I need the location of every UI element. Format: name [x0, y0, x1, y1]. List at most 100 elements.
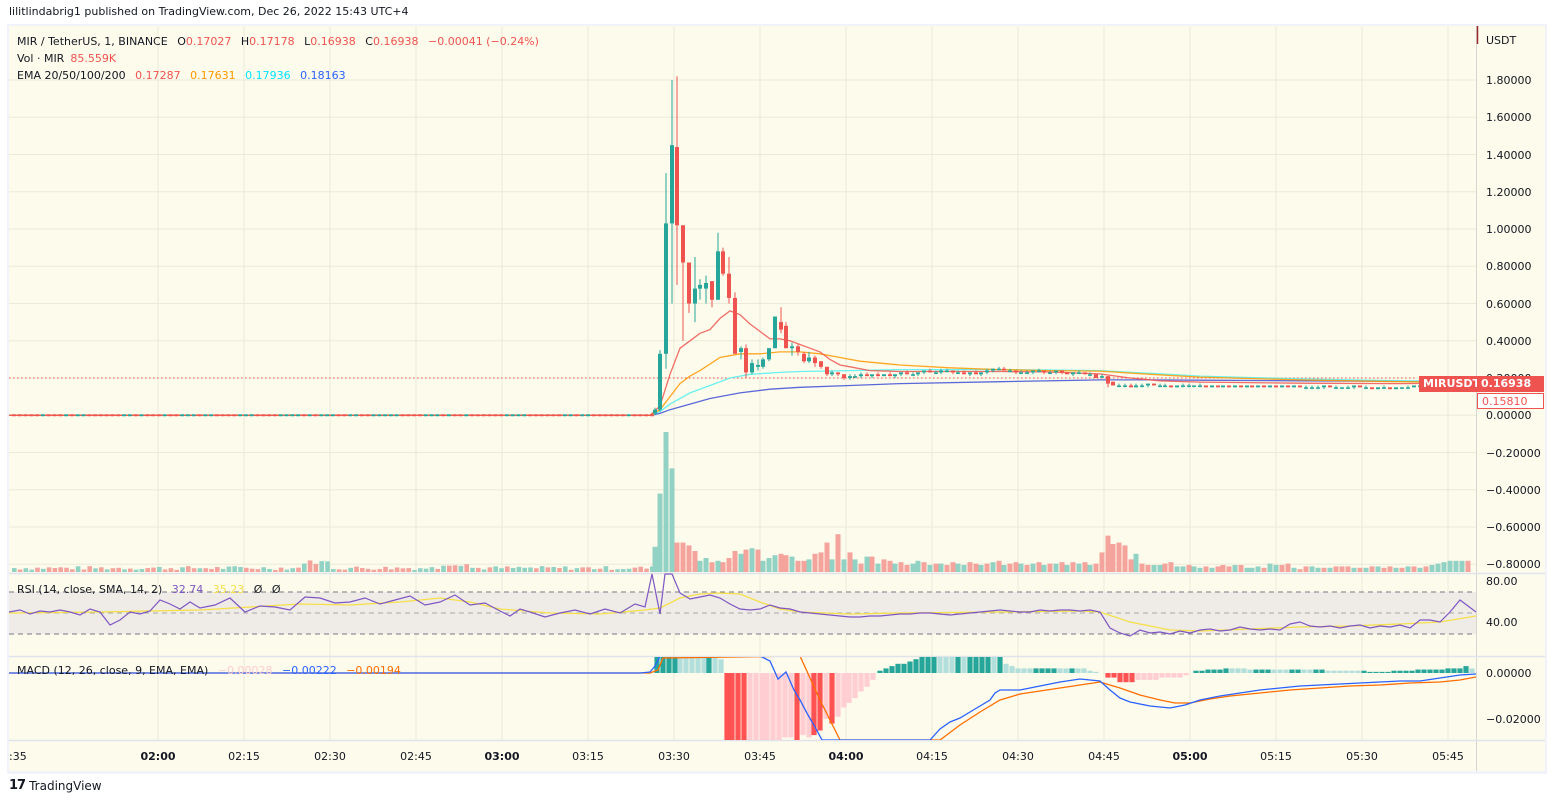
volume-bar — [336, 569, 342, 572]
macd-histogram-bar — [1045, 668, 1051, 673]
volume-bar — [697, 560, 703, 572]
candle-body — [1262, 385, 1266, 388]
macd-histogram-bar — [1123, 673, 1129, 683]
candle — [29, 414, 34, 417]
volume-bar — [829, 559, 835, 572]
macd-histogram-bar — [1087, 670, 1093, 673]
candle-body — [739, 348, 743, 352]
volume-bar — [110, 568, 116, 572]
price-axis-label: 0.00000 — [1486, 409, 1532, 423]
macd-histogram-bar — [997, 657, 1003, 673]
volume-bar — [1047, 563, 1053, 572]
volume-bar — [522, 567, 527, 572]
macd-histogram-bar — [1193, 670, 1199, 673]
volume-bar — [1244, 567, 1250, 572]
volume-bar — [921, 562, 927, 572]
candle-body — [1169, 385, 1173, 388]
volume-bar — [933, 563, 939, 572]
volume-bar — [789, 556, 795, 572]
candle-body — [1233, 385, 1237, 388]
volume-bar — [680, 542, 686, 572]
candle — [348, 414, 353, 417]
volume-bar — [1315, 567, 1321, 572]
candle — [371, 414, 376, 417]
volume-bar — [650, 566, 655, 572]
volume-bar — [709, 562, 715, 572]
candle-body — [1221, 385, 1225, 388]
macd-histogram-bar — [747, 673, 753, 740]
volume-bar — [203, 568, 208, 572]
candle-body — [1340, 387, 1344, 389]
volume-bar — [632, 567, 638, 572]
candle-body — [1031, 370, 1035, 373]
candle-body — [1304, 387, 1308, 389]
candle — [470, 414, 474, 417]
volume-bar — [557, 567, 562, 572]
candle-body — [1400, 387, 1404, 389]
volume-bar — [1303, 566, 1309, 572]
candle-body — [1134, 385, 1138, 388]
candle-body — [853, 376, 857, 378]
candle-body — [744, 348, 748, 373]
time-axis-label: 02:45 — [400, 750, 432, 763]
volume-bar — [1007, 563, 1013, 572]
volume-bar — [749, 548, 755, 572]
volume-bar — [1399, 567, 1405, 572]
legend-symbol: MIR / TetherUS, 1, BINANCE — [17, 35, 168, 48]
volume-bar — [1001, 565, 1007, 572]
candle-body — [658, 353, 662, 410]
candle-body — [1256, 385, 1260, 388]
candle — [58, 414, 63, 417]
candle-body — [790, 346, 794, 349]
volume-bar — [249, 568, 255, 572]
volume-bar — [238, 567, 243, 572]
candle-body — [698, 284, 702, 289]
volume-bar — [389, 569, 394, 572]
macd-histogram-bar — [1313, 669, 1319, 673]
candle — [621, 414, 625, 417]
candle-body — [750, 363, 754, 373]
volume-bar — [377, 569, 382, 572]
volume-bar — [1105, 535, 1111, 572]
rsi-extra-1: Ø — [253, 583, 263, 596]
macd-histogram-bar — [794, 673, 800, 740]
candle — [481, 414, 486, 417]
macd-histogram-bar — [913, 659, 919, 673]
volume-bar — [738, 553, 744, 572]
time-axis-label: 02:30 — [314, 750, 346, 763]
volume-bar — [892, 563, 898, 572]
footer-brand[interactable]: 17 TradingView — [9, 778, 102, 793]
price-axis-label: −0.20000 — [1486, 446, 1541, 460]
time-axis-label: 03:00 — [484, 750, 520, 763]
macd-histogram-bar — [955, 657, 961, 673]
prev-price-tag: 0.15810 — [1477, 393, 1544, 409]
volume-bar — [116, 567, 121, 572]
candle-body — [813, 357, 817, 364]
volume-bar — [296, 567, 301, 572]
price-axis-label: −0.80000 — [1486, 558, 1541, 572]
candle — [290, 414, 295, 417]
volume-bar — [1053, 563, 1059, 572]
volume-bar — [626, 568, 632, 572]
time-axis[interactable] — [9, 741, 1476, 771]
volume-bar — [1387, 566, 1393, 572]
symbol-price-tag: MIRUSDT — [1419, 376, 1484, 392]
volume-bar — [1309, 566, 1315, 572]
volume-bar — [967, 562, 973, 572]
candle-body — [687, 262, 691, 304]
macd-histogram-bar — [937, 657, 943, 673]
high-value: 0.17178 — [249, 35, 295, 48]
volume-bar — [394, 567, 400, 572]
macd-histogram-bar — [741, 673, 747, 740]
candle-body — [1048, 372, 1052, 374]
time-axis-label: 05:30 — [1346, 750, 1378, 763]
volume-bar — [75, 566, 81, 572]
close-label: C — [365, 35, 373, 48]
volume-bar — [46, 567, 52, 572]
volume-bar — [1215, 566, 1221, 572]
candle-body — [1014, 370, 1018, 373]
candle-body — [1192, 385, 1196, 387]
macd-histogram-bar — [1247, 669, 1253, 673]
macd-histogram-bar — [806, 673, 812, 738]
